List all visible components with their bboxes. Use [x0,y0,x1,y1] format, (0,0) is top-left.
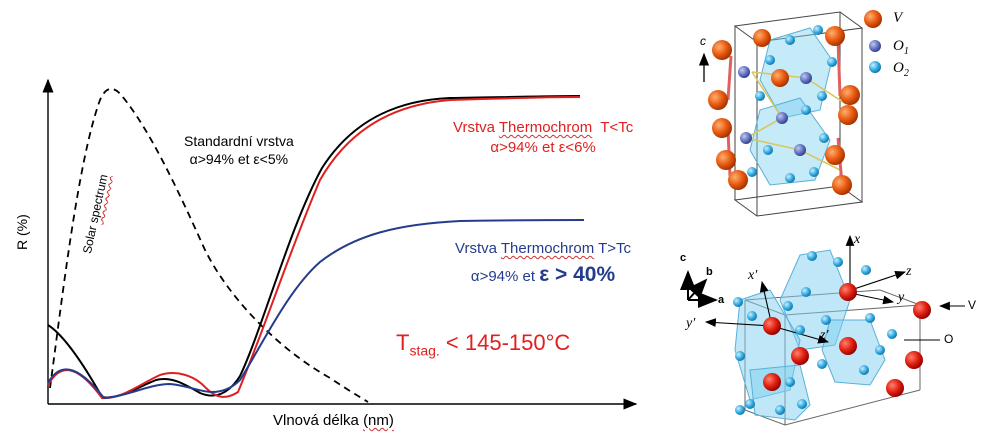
bottom-legend-o-label: O [944,332,954,346]
thermochrom-hot-curve [47,219,585,400]
y-axis-label: R (%) [14,214,30,250]
standard-layer-label: Standardní vrstva α>94% et ε<5% [184,133,294,167]
x-axis-label: Vlnová délka (nm) [273,412,394,429]
thermochrom-cold-label: Vrstva Thermochrom T<Tc α>94% et ε<6% [453,119,634,156]
vo2-octahedra-diagram [680,234,965,426]
x-label: x [854,232,861,247]
legend-o1-label: O1 [893,38,909,57]
solar-spectrum-curve [49,88,369,403]
bottom-axis-c-label: c [680,252,687,264]
legend-o2-label: O2 [893,60,909,79]
z-label: z [906,264,912,279]
z-prime-label: z′ [820,328,829,343]
vo2-unit-cell-diagram [698,10,882,217]
x-prime-label: x′ [748,268,758,283]
stagnation-temperature-label: Tstag. < 145-150°C [396,330,571,359]
bottom-axis-a-label: a [718,294,725,306]
bottom-legend-v-label: V [968,298,977,312]
y-label: y [898,290,905,305]
bottom-axis-b-label: b [706,266,713,278]
legend-v-label: V [893,10,903,26]
thermochrom-hot-label: Vrstva Thermochrom T>Tc α>94% et ε > 40% [455,240,632,286]
y-prime-label: y′ [686,316,696,331]
top-axis-c-label: c [700,34,706,48]
